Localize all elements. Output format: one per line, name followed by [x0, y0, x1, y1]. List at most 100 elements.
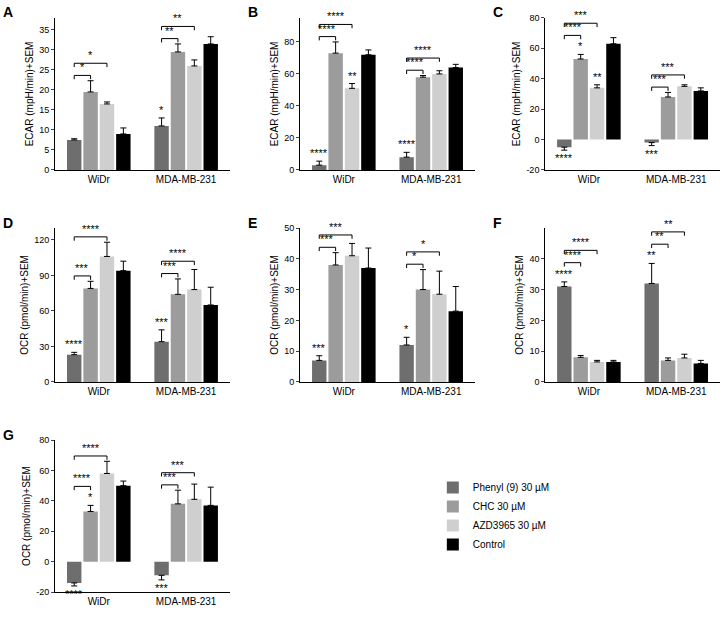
svg-text:*: *	[88, 49, 93, 61]
svg-text:MDA-MB-231: MDA-MB-231	[401, 386, 462, 397]
svg-text:20: 20	[529, 316, 539, 326]
svg-text:0: 0	[534, 377, 539, 387]
svg-text:MDA-MB-231: MDA-MB-231	[156, 386, 217, 397]
svg-text:**: **	[165, 25, 174, 37]
svg-text:60: 60	[529, 43, 539, 53]
svg-text:A: A	[3, 4, 13, 20]
svg-text:**: **	[647, 249, 656, 261]
svg-text:40: 40	[529, 254, 539, 264]
svg-text:MDA-MB-231: MDA-MB-231	[646, 386, 707, 397]
svg-text:C: C	[493, 4, 503, 20]
svg-text:****: ****	[564, 21, 582, 33]
svg-text:WiDr: WiDr	[88, 174, 111, 185]
svg-text:****: ****	[310, 147, 328, 159]
svg-text:****: ****	[406, 56, 424, 68]
svg-text:25: 25	[39, 65, 49, 75]
svg-text:MDA-MB-231: MDA-MB-231	[646, 174, 707, 185]
svg-text:***: ***	[329, 221, 343, 233]
svg-text:***: ***	[645, 148, 659, 160]
svg-text:40: 40	[284, 101, 294, 111]
svg-text:****: ****	[555, 152, 573, 164]
svg-text:ECAR (mpH/min)+SEM: ECAR (mpH/min)+SEM	[511, 42, 522, 147]
svg-text:5: 5	[44, 145, 49, 155]
svg-text:50: 50	[284, 223, 294, 233]
svg-text:*: *	[578, 40, 583, 52]
svg-text:***: ***	[155, 316, 169, 328]
svg-text:****: ****	[398, 138, 416, 150]
svg-text:OCR (pmol/min)+SEM: OCR (pmol/min)+SEM	[514, 255, 525, 355]
svg-text:80: 80	[39, 435, 49, 445]
svg-text:60: 60	[39, 306, 49, 316]
svg-text:15: 15	[39, 105, 49, 115]
svg-text:90: 90	[39, 271, 49, 281]
svg-text:****: ****	[327, 10, 345, 22]
svg-text:****: ****	[414, 44, 432, 56]
svg-text:*: *	[159, 104, 164, 116]
svg-text:MDA-MB-231: MDA-MB-231	[156, 596, 217, 607]
svg-text:WiDr: WiDr	[333, 386, 356, 397]
svg-text:OCR (pmol/min)+SEM: OCR (pmol/min)+SEM	[21, 466, 32, 566]
svg-text:MDA-MB-231: MDA-MB-231	[401, 174, 462, 185]
svg-text:80: 80	[284, 37, 294, 47]
svg-text:40: 40	[39, 496, 49, 506]
svg-text:*: *	[80, 61, 85, 73]
svg-text:20: 20	[39, 526, 49, 536]
svg-text:40: 40	[284, 254, 294, 264]
svg-text:****: ****	[65, 588, 83, 600]
svg-text:OCR (pmol/min)+SEM: OCR (pmol/min)+SEM	[269, 255, 280, 355]
svg-text:20: 20	[284, 133, 294, 143]
svg-text:MDA-MB-231: MDA-MB-231	[156, 174, 217, 185]
svg-text:*: *	[88, 491, 93, 503]
svg-text:30: 30	[529, 285, 539, 295]
svg-text:Control: Control	[473, 539, 505, 550]
svg-text:CHC 30 µM: CHC 30 µM	[473, 501, 525, 512]
svg-text:0: 0	[289, 165, 294, 175]
svg-text:60: 60	[284, 69, 294, 79]
svg-text:ECAR (mpH/min)+SEM: ECAR (mpH/min)+SEM	[269, 42, 280, 147]
svg-text:***: ***	[661, 61, 675, 73]
svg-text:B: B	[248, 4, 258, 20]
svg-text:F: F	[493, 215, 502, 231]
svg-text:20: 20	[284, 316, 294, 326]
svg-text:AZD3965 30 µM: AZD3965 30 µM	[473, 520, 546, 531]
svg-text:***: ***	[312, 342, 326, 354]
svg-text:10: 10	[39, 125, 49, 135]
svg-text:20: 20	[39, 85, 49, 95]
svg-text:WiDr: WiDr	[578, 386, 601, 397]
svg-text:***: ***	[75, 262, 89, 274]
svg-text:****: ****	[65, 338, 83, 350]
svg-text:0: 0	[44, 557, 49, 567]
svg-text:Phenyl (9) 30 µM: Phenyl (9) 30 µM	[473, 482, 549, 493]
svg-text:60: 60	[39, 466, 49, 476]
svg-text:***: ***	[653, 73, 667, 85]
svg-text:***: ***	[163, 260, 177, 272]
svg-text:0: 0	[44, 165, 49, 175]
svg-text:0: 0	[534, 135, 539, 145]
svg-text:**: **	[593, 71, 602, 83]
svg-text:35: 35	[39, 25, 49, 35]
svg-text:-20: -20	[526, 165, 539, 175]
svg-text:***: ***	[163, 471, 177, 483]
svg-text:10: 10	[529, 346, 539, 356]
svg-text:40: 40	[529, 74, 539, 84]
svg-text:120: 120	[34, 235, 49, 245]
svg-text:***: ***	[320, 233, 334, 245]
svg-text:****: ****	[169, 247, 187, 259]
svg-text:****: ****	[73, 472, 91, 484]
svg-text:**: **	[664, 218, 673, 230]
svg-text:10: 10	[284, 346, 294, 356]
svg-text:****: ****	[555, 268, 573, 280]
svg-text:**: **	[655, 230, 664, 242]
svg-text:WiDr: WiDr	[333, 174, 356, 185]
svg-text:30: 30	[284, 285, 294, 295]
svg-text:30: 30	[39, 45, 49, 55]
svg-text:WiDr: WiDr	[88, 386, 111, 397]
svg-text:0: 0	[289, 377, 294, 387]
svg-text:WiDr: WiDr	[578, 174, 601, 185]
svg-text:WiDr: WiDr	[88, 596, 111, 607]
svg-text:20: 20	[529, 104, 539, 114]
svg-text:E: E	[248, 215, 257, 231]
svg-text:ECAR (mpH/min)+SEM: ECAR (mpH/min)+SEM	[24, 42, 35, 147]
svg-text:***: ***	[171, 459, 185, 471]
svg-text:****: ****	[82, 442, 100, 454]
